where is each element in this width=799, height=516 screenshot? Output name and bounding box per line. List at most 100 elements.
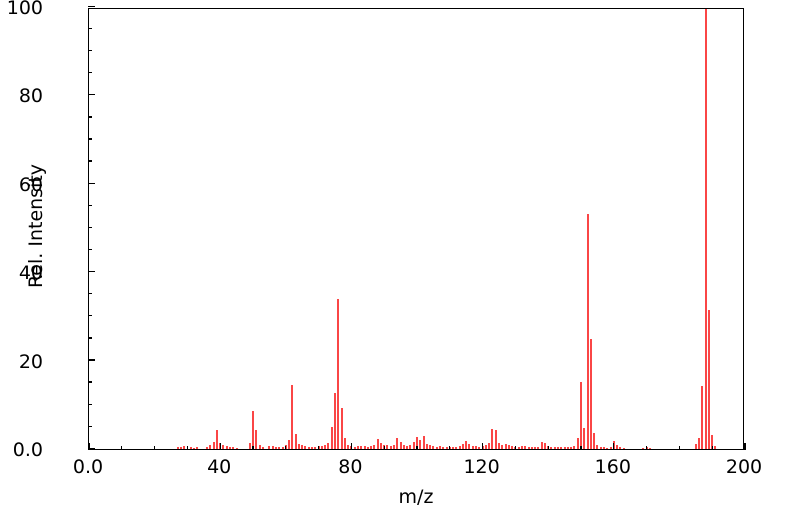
spectrum-peak [399, 441, 402, 449]
spectrum-peak [268, 446, 271, 449]
y-axis-minor-tick [88, 204, 92, 206]
spectrum-peak [327, 442, 330, 449]
spectrum-peak [455, 446, 458, 449]
spectrum-peak [698, 438, 701, 449]
y-axis-tick-label: 0.0 [12, 439, 43, 461]
spectrum-peak [314, 446, 317, 449]
spectrum-peak [304, 446, 307, 449]
spectrum-peak [281, 447, 284, 449]
spectrum-peak [593, 433, 596, 449]
spectrum-peak [550, 446, 553, 449]
spectrum-peak [192, 447, 195, 449]
spectrum-peak [360, 445, 363, 449]
x-axis-tick-label: 200 [725, 456, 763, 478]
spectrum-peak [507, 445, 510, 449]
x-axis-major-tick [219, 443, 221, 450]
spectrum-peak [694, 443, 697, 449]
x-axis-major-tick [613, 443, 615, 450]
spectrum-peak [337, 298, 340, 449]
spectrum-peak [452, 447, 455, 449]
spectrum-peak [543, 443, 546, 449]
spectrum-peak [530, 447, 533, 449]
spectrum-peak [258, 445, 261, 449]
x-axis-minor-tick [514, 446, 517, 450]
spectrum-peak [252, 411, 254, 449]
y-axis-minor-tick [88, 337, 92, 339]
spectrum-peak [324, 445, 327, 449]
x-axis-minor-tick [678, 446, 681, 450]
spectrum-peak [209, 444, 212, 449]
spectrum-peak [534, 447, 537, 449]
spectrum-peak [520, 446, 523, 449]
spectrum-peak [402, 445, 405, 449]
spectrum-peak [580, 382, 582, 449]
spectrum-peak [458, 446, 461, 449]
y-axis-minor-tick [88, 381, 92, 383]
spectrum-peak [320, 445, 323, 449]
x-axis-tick-label: 120 [463, 456, 500, 478]
y-axis-minor-tick [88, 226, 92, 228]
spectrum-peak [537, 446, 540, 449]
spectrum-peak [366, 446, 369, 449]
spectrum-peak [379, 442, 382, 449]
spectrum-peak [235, 447, 238, 449]
spectrum-peak [586, 214, 589, 449]
spectrum-peak [179, 446, 182, 449]
spectrum-peak [294, 433, 297, 449]
spectrum-peak [560, 447, 563, 449]
spectrum-peak [291, 384, 294, 449]
y-axis-minor-tick [88, 138, 92, 140]
spectrum-peak [616, 445, 619, 449]
spectrum-peak [570, 446, 573, 449]
spectrum-peak [396, 438, 399, 449]
x-axis-minor-tick [547, 446, 549, 450]
spectrum-peak [363, 446, 366, 449]
spectrum-peak [465, 441, 468, 449]
spectrum-peak [442, 446, 445, 449]
x-axis-major-tick [744, 443, 746, 450]
spectrum-peak [491, 428, 494, 449]
spectrum-peak [189, 447, 192, 449]
spectrum-peak [648, 447, 651, 449]
spectrum-peak [540, 441, 543, 449]
y-axis-major-tick [88, 94, 95, 96]
y-axis-minor-tick [88, 116, 92, 118]
x-axis-tick-label: 160 [594, 456, 631, 478]
spectrum-peak [576, 437, 579, 449]
x-axis-minor-tick [317, 446, 320, 450]
y-axis-tick-label: 20 [18, 350, 43, 373]
spectrum-peak [297, 444, 300, 449]
spectrum-peak [222, 445, 225, 449]
spectrum-peak [494, 429, 497, 449]
spectrum-peak [212, 441, 215, 449]
spectrum-peak [432, 446, 435, 449]
y-axis-minor-tick [88, 315, 92, 317]
spectrum-peak [176, 447, 179, 449]
y-axis-minor-tick [88, 72, 92, 74]
x-axis-title: m/z [398, 486, 434, 508]
spectrum-peak [438, 446, 441, 449]
spectrum-peak [255, 430, 258, 449]
y-axis-minor-tick [88, 293, 92, 295]
spectrum-peak [606, 447, 609, 449]
y-axis-tick-label: 60 [18, 173, 43, 196]
y-axis-minor-tick [88, 27, 92, 30]
spectrum-peak [409, 445, 412, 449]
spectrum-peak [389, 445, 392, 449]
spectrum-peak [501, 445, 504, 449]
spectrum-peak [557, 447, 560, 449]
spectrum-peak [429, 445, 432, 449]
x-axis-minor-tick [416, 446, 418, 450]
spectrum-peak [553, 446, 556, 449]
spectrum-peak [301, 445, 304, 449]
spectrum-peak [373, 445, 376, 449]
x-axis-minor-tick [383, 446, 385, 450]
spectrum-peak [232, 447, 235, 449]
spectrum-peak [406, 445, 409, 449]
spectrum-peak [471, 445, 474, 449]
y-axis-tick-label: 40 [18, 262, 43, 285]
spectrum-peak [353, 446, 356, 449]
spectrum-peak [642, 447, 645, 449]
x-axis-major-tick [481, 443, 484, 450]
